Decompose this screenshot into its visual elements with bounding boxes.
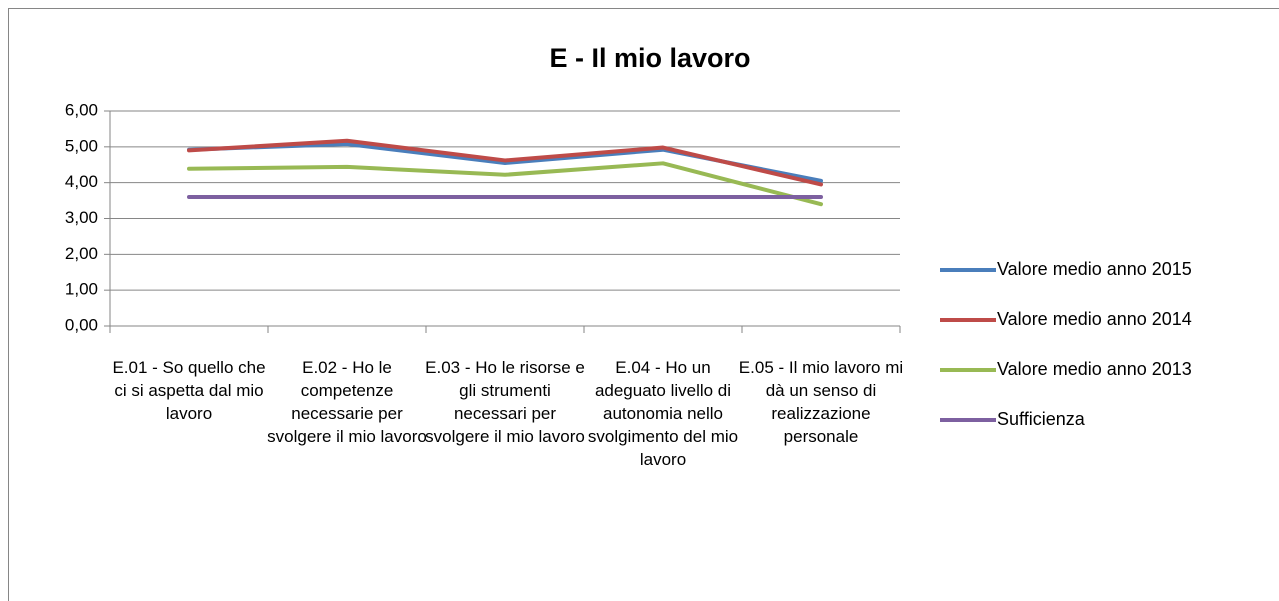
- y-tick-label: 5,00: [65, 136, 98, 155]
- series-line: [187, 138, 823, 187]
- legend-label: Valore medio anno 2014: [997, 309, 1192, 329]
- chart-border: [8, 8, 1279, 601]
- x-tick-label: E.03 - Ho le risorse e gli strumenti nec…: [425, 358, 585, 446]
- chart-title: E - Il mio lavoro: [549, 43, 750, 73]
- x-tick-label: E.02 - Ho le competenze necessarie per s…: [267, 358, 427, 446]
- legend-label: Valore medio anno 2013: [997, 359, 1192, 379]
- series-line: [187, 161, 823, 207]
- legend-label: Valore medio anno 2015: [997, 259, 1192, 279]
- y-tick-label: 1,00: [65, 280, 98, 299]
- y-tick-label: 0,00: [65, 315, 98, 334]
- x-tick-label: E.01 - So quello che ci si aspetta dal m…: [112, 358, 266, 423]
- y-tick-label: 2,00: [65, 244, 98, 263]
- x-tick-label: E.05 - Il mio lavoro mi dà un senso di r…: [738, 358, 904, 446]
- legend-label: Sufficienza: [997, 409, 1086, 429]
- y-tick-label: 3,00: [65, 208, 98, 227]
- x-tick-label: E.04 - Ho un adeguato livello di autonom…: [587, 358, 739, 469]
- y-tick-label: 6,00: [65, 100, 98, 119]
- y-tick-label: 4,00: [65, 172, 98, 191]
